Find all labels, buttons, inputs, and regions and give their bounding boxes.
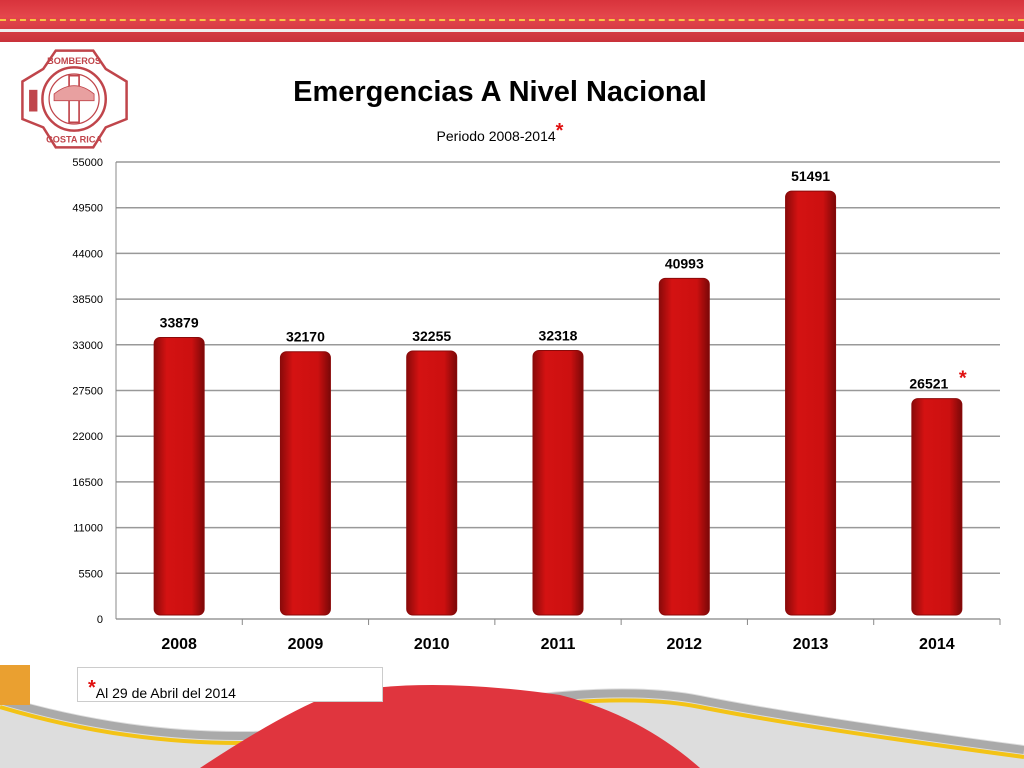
- bar-2014: [911, 398, 963, 616]
- data-label-2009: 32170: [286, 329, 325, 345]
- bottom-decoration: [0, 665, 1024, 768]
- y-tick-label: 16500: [72, 477, 103, 489]
- data-label-2014: 26521: [909, 376, 948, 392]
- footnote-text: Al 29 de Abril del 2014: [95, 685, 236, 701]
- x-tick-label: 2009: [288, 636, 324, 653]
- footnote: *Al 29 de Abril del 2014: [77, 667, 383, 702]
- subtitle-asterisk: *: [555, 120, 564, 142]
- x-tick-label: 2008: [161, 636, 197, 653]
- chart-title: Emergencias A Nivel Nacional: [293, 76, 707, 108]
- logo-text-top: BOMBEROS: [47, 56, 101, 66]
- data-label-2011: 32318: [539, 327, 578, 343]
- y-tick-label: 11000: [73, 523, 103, 535]
- y-tick-label: 49500: [72, 203, 103, 215]
- y-tick-label: 5500: [79, 568, 103, 580]
- bar-2008: [153, 336, 205, 616]
- data-label-2012: 40993: [665, 255, 704, 271]
- subtitle-text: Periodo 2008-2014: [436, 128, 556, 144]
- y-tick-label: 0: [97, 614, 103, 626]
- y-tick-label: 44000: [72, 248, 103, 260]
- y-tick-label: 22000: [72, 431, 103, 443]
- y-tick-label: 33000: [72, 340, 103, 352]
- data-label-asterisk: *: [959, 368, 967, 390]
- data-label-2010: 32255: [412, 328, 451, 344]
- x-tick-label: 2011: [541, 636, 576, 653]
- data-label-2008: 33879: [160, 314, 199, 330]
- logo-text-bottom: COSTA RICA: [46, 134, 102, 144]
- footnote-asterisk: *: [88, 677, 96, 699]
- bomberos-logo: BOMBEROS COSTA RICA: [21, 49, 128, 149]
- x-tick-label: 2010: [414, 636, 450, 653]
- bar-2010: [406, 350, 458, 616]
- bar-2009: [279, 351, 331, 616]
- x-tick-label: 2014: [919, 636, 955, 653]
- y-tick-label: 55000: [72, 157, 103, 169]
- bar-2013: [785, 190, 837, 616]
- data-label-2013: 51491: [791, 168, 830, 184]
- top-banner: [0, 0, 1024, 42]
- chart-subtitle: Periodo 2008-2014*: [0, 120, 1000, 144]
- x-tick-label: 2012: [666, 636, 702, 653]
- bar-2011: [532, 349, 584, 616]
- x-tick-label: 2013: [793, 636, 829, 653]
- y-tick-label: 38500: [72, 294, 103, 306]
- bar-2012: [658, 277, 710, 616]
- y-tick-label: 27500: [72, 386, 103, 398]
